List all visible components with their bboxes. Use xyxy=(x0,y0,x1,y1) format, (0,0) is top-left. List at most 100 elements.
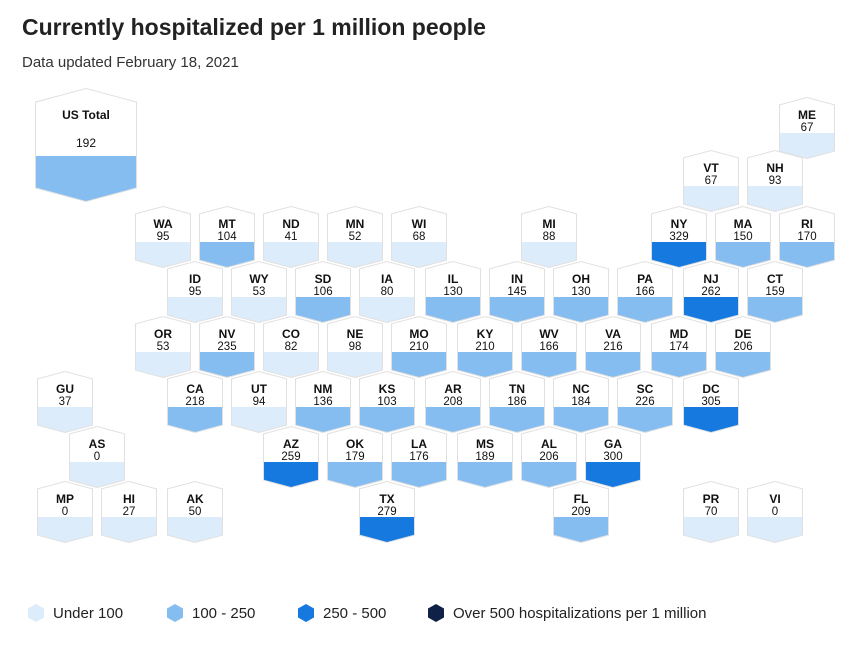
state-hex-fl[interactable]: FL 209 xyxy=(553,481,609,543)
us-total-hex[interactable]: US Total 192 xyxy=(35,88,137,202)
state-hex-ny[interactable]: NY 329 xyxy=(651,206,707,268)
state-hex-wy[interactable]: WY 53 xyxy=(231,261,287,323)
state-hex-oh[interactable]: OH 130 xyxy=(553,261,609,323)
state-hex-me[interactable]: ME 67 xyxy=(779,97,835,159)
state-value: 259 xyxy=(281,451,301,463)
state-value: 0 xyxy=(61,506,69,518)
state-value: 52 xyxy=(348,231,362,243)
state-hex-ar[interactable]: AR 208 xyxy=(425,371,481,433)
state-hex-ks[interactable]: KS 103 xyxy=(359,371,415,433)
state-hex-gu[interactable]: GU 37 xyxy=(37,371,93,433)
state-hex-nj[interactable]: NJ 262 xyxy=(683,261,739,323)
state-value: 41 xyxy=(284,231,298,243)
state-hex-nc[interactable]: NC 184 xyxy=(553,371,609,433)
state-hex-mt[interactable]: MT 104 xyxy=(199,206,255,268)
state-hex-nm[interactable]: NM 136 xyxy=(295,371,351,433)
state-hex-nd[interactable]: ND 41 xyxy=(263,206,319,268)
state-value: 216 xyxy=(603,341,623,353)
state-hex-mp[interactable]: MP 0 xyxy=(37,481,93,543)
state-abbr: AK xyxy=(186,492,204,506)
state-hex-ri[interactable]: RI 170 xyxy=(779,206,835,268)
state-abbr: OR xyxy=(154,327,172,341)
state-abbr: NJ xyxy=(703,272,719,286)
state-hex-vt[interactable]: VT 67 xyxy=(683,150,739,212)
state-abbr: MP xyxy=(56,492,74,506)
state-value: 208 xyxy=(443,396,463,408)
state-hex-ms[interactable]: MS 189 xyxy=(457,426,513,488)
state-value: 235 xyxy=(217,341,237,353)
state-hex-mo[interactable]: MO 210 xyxy=(391,316,447,378)
state-value: 130 xyxy=(571,286,591,298)
state-hex-id[interactable]: ID 95 xyxy=(167,261,223,323)
state-hex-sc[interactable]: SC 226 xyxy=(617,371,673,433)
state-value: 136 xyxy=(313,396,333,408)
state-hex-ok[interactable]: OK 179 xyxy=(327,426,383,488)
state-abbr: LA xyxy=(411,437,427,451)
state-hex-as[interactable]: AS 0 xyxy=(69,426,125,488)
state-hex-al[interactable]: AL 206 xyxy=(521,426,577,488)
state-abbr: VI xyxy=(769,492,781,506)
state-hex-ct[interactable]: CT 159 xyxy=(747,261,803,323)
state-hex-in[interactable]: IN 145 xyxy=(489,261,545,323)
state-hex-wa[interactable]: WA 95 xyxy=(135,206,191,268)
us-total-label: US Total xyxy=(62,108,110,122)
state-hex-la[interactable]: LA 176 xyxy=(391,426,447,488)
state-value: 170 xyxy=(797,231,817,243)
legend-swatch-under-100 xyxy=(28,604,44,622)
state-abbr: DE xyxy=(734,327,752,341)
state-hex-or[interactable]: OR 53 xyxy=(135,316,191,378)
state-value: 184 xyxy=(571,396,591,408)
state-hex-pr[interactable]: PR 70 xyxy=(683,481,739,543)
state-abbr: AZ xyxy=(283,437,299,451)
state-hex-ga[interactable]: GA 300 xyxy=(585,426,641,488)
state-hex-az[interactable]: AZ 259 xyxy=(263,426,319,488)
state-hex-ia[interactable]: IA 80 xyxy=(359,261,415,323)
state-hex-va[interactable]: VA 216 xyxy=(585,316,641,378)
state-hex-ut[interactable]: UT 94 xyxy=(231,371,287,433)
state-hex-mn[interactable]: MN 52 xyxy=(327,206,383,268)
state-hex-nh[interactable]: NH 93 xyxy=(747,150,803,212)
state-hex-mi[interactable]: MI 88 xyxy=(521,206,577,268)
state-hex-pa[interactable]: PA 166 xyxy=(617,261,673,323)
state-hex-wv[interactable]: WV 166 xyxy=(521,316,577,378)
state-hex-hi[interactable]: HI 27 xyxy=(101,481,157,543)
state-value: 95 xyxy=(188,286,202,298)
state-hex-md[interactable]: MD 174 xyxy=(651,316,707,378)
state-hex-ky[interactable]: KY 210 xyxy=(457,316,513,378)
state-hex-ak[interactable]: AK 50 xyxy=(167,481,223,543)
state-value: 88 xyxy=(542,231,556,243)
state-value: 70 xyxy=(704,506,718,518)
state-value: 176 xyxy=(409,451,429,463)
state-hex-de[interactable]: DE 206 xyxy=(715,316,771,378)
state-value: 80 xyxy=(380,286,394,298)
state-abbr: ME xyxy=(798,108,816,122)
state-value: 95 xyxy=(156,231,170,243)
state-hex-co[interactable]: CO 82 xyxy=(263,316,319,378)
state-hex-wi[interactable]: WI 68 xyxy=(391,206,447,268)
state-value: 329 xyxy=(669,231,689,243)
state-hex-dc[interactable]: DC 305 xyxy=(683,371,739,433)
state-abbr: NV xyxy=(218,327,236,341)
state-abbr: IN xyxy=(511,272,523,286)
state-abbr: NY xyxy=(670,217,688,231)
state-value: 166 xyxy=(635,286,655,298)
state-abbr: KS xyxy=(378,382,396,396)
state-value: 279 xyxy=(377,506,397,518)
state-hex-ma[interactable]: MA 150 xyxy=(715,206,771,268)
state-value: 68 xyxy=(412,231,426,243)
state-hex-ne[interactable]: NE 98 xyxy=(327,316,383,378)
state-abbr: SD xyxy=(314,272,332,286)
state-hex-nv[interactable]: NV 235 xyxy=(199,316,255,378)
data-updated-subtitle: Data updated February 18, 2021 xyxy=(22,54,239,71)
state-abbr: WA xyxy=(153,217,173,231)
state-value: 53 xyxy=(156,341,170,353)
state-hex-tx[interactable]: TX 279 xyxy=(359,481,415,543)
state-hex-vi[interactable]: VI 0 xyxy=(747,481,803,543)
state-hex-ca[interactable]: CA 218 xyxy=(167,371,223,433)
state-hex-tn[interactable]: TN 186 xyxy=(489,371,545,433)
state-hex-il[interactable]: IL 130 xyxy=(425,261,481,323)
state-hex-sd[interactable]: SD 106 xyxy=(295,261,351,323)
state-abbr: NM xyxy=(313,382,333,396)
legend-swatch-250-500 xyxy=(298,604,314,622)
state-abbr: CO xyxy=(282,327,300,341)
